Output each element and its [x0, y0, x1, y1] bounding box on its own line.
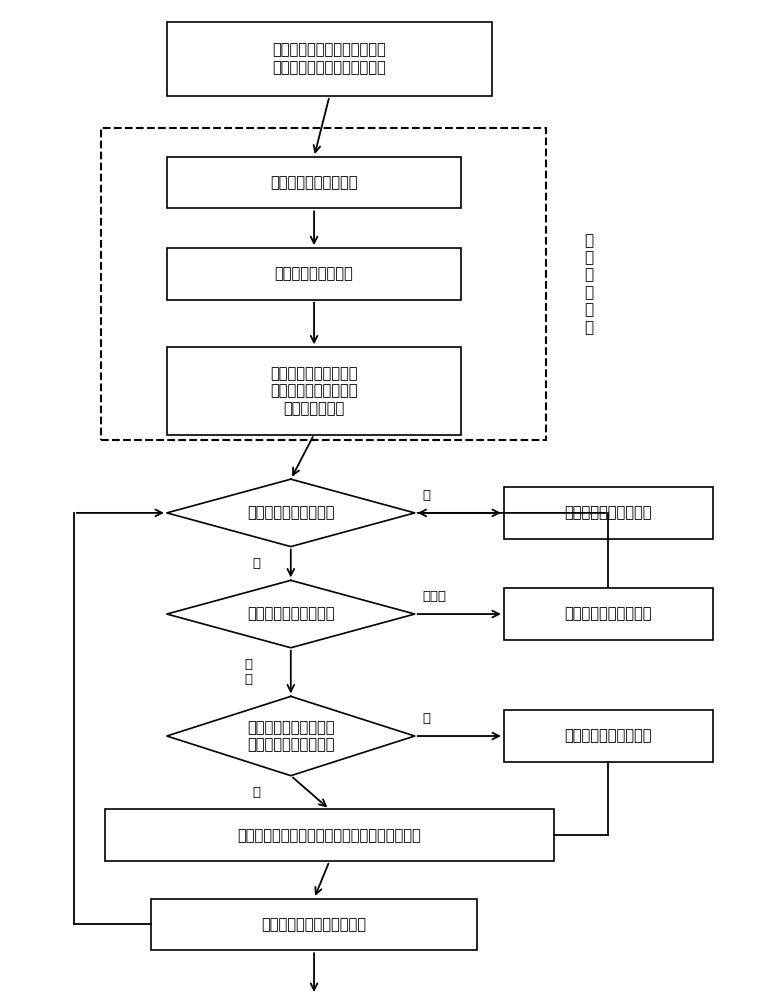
Text: 得到当前方案并更新禁忌表: 得到当前方案并更新禁忌表 [262, 917, 366, 932]
Text: 可
行: 可 行 [244, 658, 252, 686]
FancyBboxPatch shape [105, 809, 554, 861]
Text: 根据不同船类型调整计
划卷的装载顺序并确定
其具体摆放位置: 根据不同船类型调整计 划卷的装载顺序并确定 其具体摆放位置 [270, 366, 358, 416]
Text: 否: 否 [252, 786, 260, 799]
Text: 计划卷的分批和排序: 计划卷的分批和排序 [275, 266, 353, 281]
FancyBboxPatch shape [167, 157, 461, 208]
FancyBboxPatch shape [167, 22, 493, 96]
Text: 破禁检查：确认新方案
是否优于当前最优方案: 破禁检查：确认新方案 是否优于当前最优方案 [247, 720, 334, 752]
Text: 是否满足算法终止准则: 是否满足算法终止准则 [247, 505, 334, 520]
Text: 破禁更新当前最优方案: 破禁更新当前最优方案 [565, 729, 652, 744]
FancyBboxPatch shape [167, 347, 461, 435]
Text: 选择候选方案中不被禁忌的最好方案为当前方案: 选择候选方案中不被禁忌的最好方案为当前方案 [238, 828, 421, 843]
Text: 调整产生新的候选方案: 调整产生新的候选方案 [565, 607, 652, 622]
FancyBboxPatch shape [503, 710, 713, 762]
Text: 否: 否 [252, 557, 260, 570]
FancyBboxPatch shape [167, 248, 461, 300]
FancyBboxPatch shape [503, 588, 713, 640]
Text: 是: 是 [423, 712, 431, 725]
Text: 不可行: 不可行 [423, 590, 446, 603]
Text: 数据准备：钢卷信息、船只信
息、船方装载要求和算法参数: 数据准备：钢卷信息、船只信 息、船方装载要求和算法参数 [272, 43, 386, 75]
Text: 算法结束输出配载方案: 算法结束输出配载方案 [565, 505, 652, 520]
FancyBboxPatch shape [503, 487, 713, 539]
FancyBboxPatch shape [151, 899, 477, 950]
Text: 三
阶
段
启
发
式: 三 阶 段 启 发 式 [584, 233, 594, 335]
Text: 预计算船中摆放行列数: 预计算船中摆放行列数 [270, 175, 358, 190]
Text: 是: 是 [423, 489, 431, 502]
Text: 判断配载方案是否可行: 判断配载方案是否可行 [247, 607, 334, 622]
